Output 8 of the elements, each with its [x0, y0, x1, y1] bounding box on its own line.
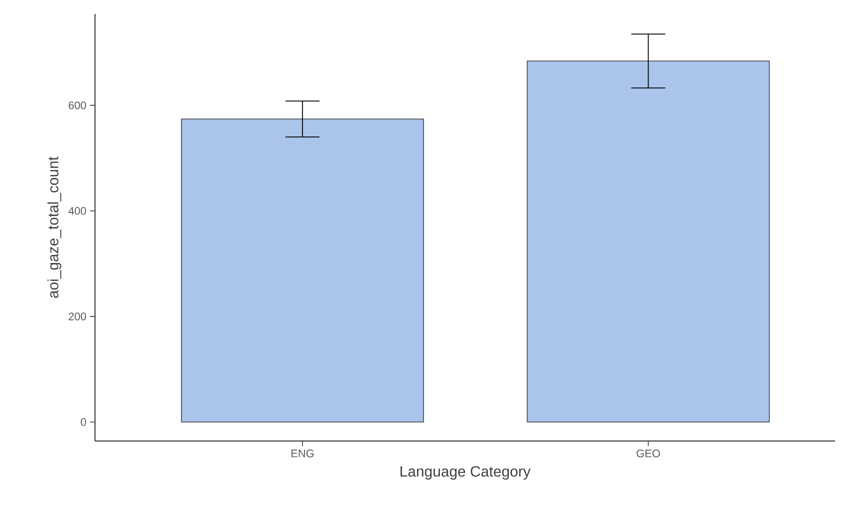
y-tick-label: 200 — [68, 312, 86, 320]
x-axis-title: Language Category — [400, 466, 531, 480]
y-tick-label: 400 — [68, 207, 86, 215]
x-tick-label: GEO — [636, 450, 660, 458]
y-axis-title: aoi_gaze_total_count — [47, 156, 62, 298]
y-tick-label: 0 — [80, 418, 86, 426]
y-tick-label: 600 — [68, 101, 86, 110]
x-tick-label: ENG — [292, 450, 314, 458]
